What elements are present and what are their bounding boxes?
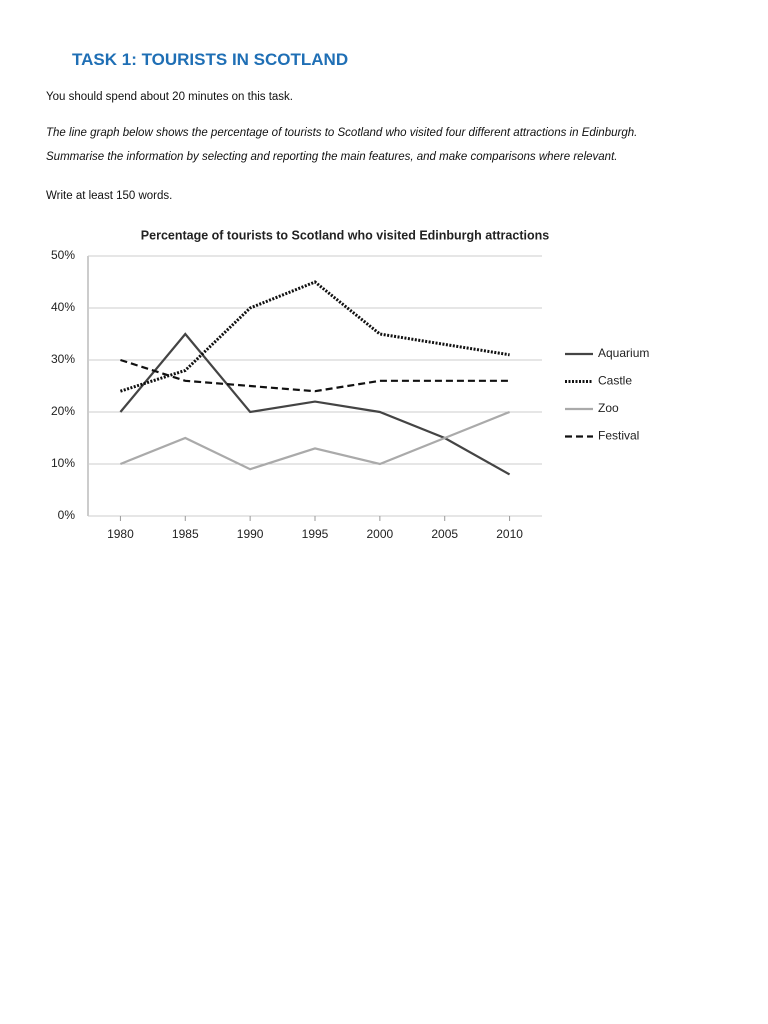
legend-label: Zoo [598,401,619,415]
x-tick-label: 1995 [302,527,329,541]
instruction: Write at least 150 words. [46,190,173,202]
line-series [119,332,511,476]
y-tick-label: 10% [51,456,75,470]
x-tick-label: 2010 [496,527,523,541]
x-tick-label: 1985 [172,527,199,541]
chart-title: Percentage of tourists to Scotland who v… [141,228,549,242]
x-tick-label: 2005 [431,527,458,541]
task-title: TASK 1: TOURISTS IN SCOTLAND [72,50,349,69]
legend-label: Castle [598,374,632,388]
line-series [120,410,510,471]
line-series [119,280,510,393]
y-tick-label: 20% [51,404,75,418]
y-tick-label: 30% [51,352,75,366]
chart: Percentage of tourists to Scotland who v… [51,228,649,541]
instruction: Summarise the information by selecting a… [46,151,618,163]
y-tick-label: 0% [58,508,76,522]
line-series [120,358,510,393]
legend-label: Aquarium [598,346,649,360]
y-tick-label: 40% [51,300,75,314]
x-tick-label: 2000 [367,527,394,541]
instruction: You should spend about 20 minutes on thi… [46,91,293,103]
x-tick-label: 1980 [107,527,134,541]
y-tick-label: 50% [51,248,75,262]
instruction: The line graph below shows the percentag… [46,127,638,139]
x-tick-label: 1990 [237,527,264,541]
legend-label: Festival [598,429,639,443]
